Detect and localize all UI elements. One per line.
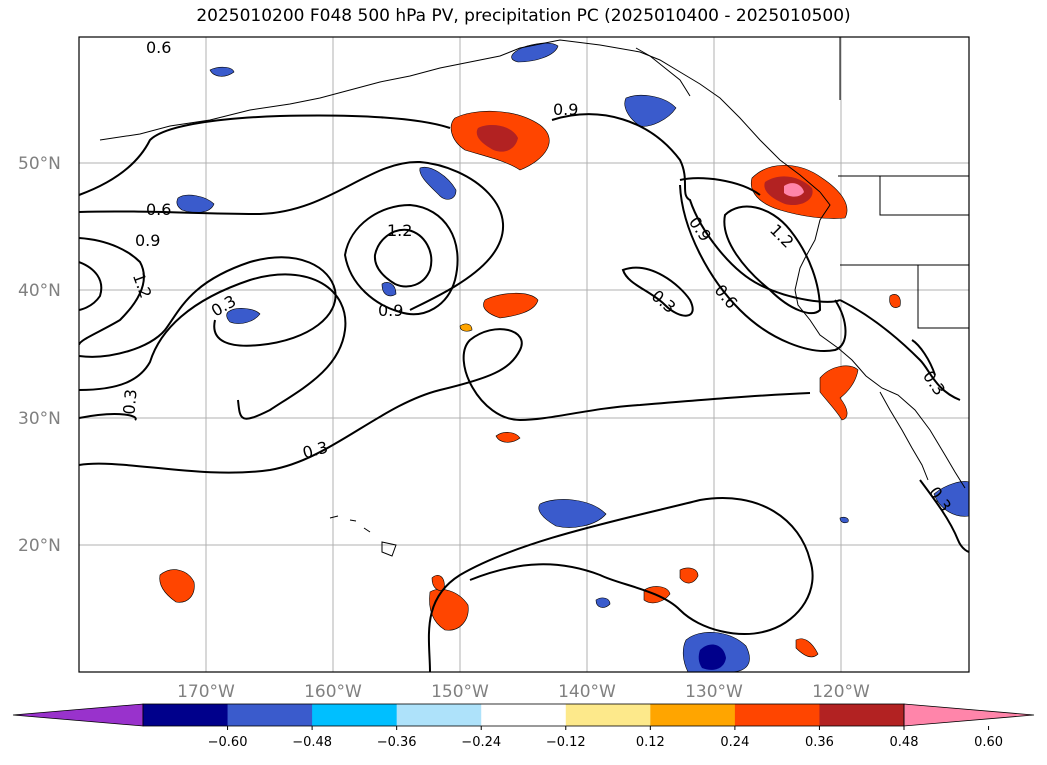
colorbar-tick-label: −0.24 (461, 735, 501, 750)
contour-label: 0.6 (146, 38, 171, 57)
lat-label: 40°N (18, 281, 61, 301)
longitude-labels: 170°W 160°W 150°W 140°W 130°W 120°W (177, 682, 870, 702)
colorbar-tick-label: −0.12 (546, 735, 586, 750)
us-states (839, 37, 969, 329)
pv-contour-0.9-central (343, 203, 459, 316)
lat-label: 50°N (18, 154, 61, 174)
colorbar-extend-high (903, 703, 1035, 727)
pv-contour-0.6-east (679, 177, 847, 352)
precip-field (159, 42, 969, 672)
contour-label: 0.3 (119, 388, 140, 415)
pv-contour-0.9-east (551, 113, 841, 303)
colorbar-tick-label: 0.24 (720, 735, 749, 750)
contour-label: 1.2 (387, 221, 412, 240)
colorbar-tick-label: −0.60 (208, 735, 248, 750)
precip-negative-subtropic (538, 499, 607, 528)
colorbar-bin (481, 704, 567, 726)
pv-contour-1.2-east (723, 205, 822, 315)
pv-contour-0.6-mid (79, 160, 505, 311)
lon-label: 150°W (431, 682, 489, 702)
precip-negative-south-2-core (698, 644, 726, 670)
precip-positive-south-1 (159, 569, 195, 603)
baja-coast (879, 391, 929, 481)
colorbar-tick-label: 0.48 (890, 735, 919, 750)
bc-coast (794, 191, 966, 489)
alaska-coast (99, 39, 821, 193)
precip-negative-mexico (933, 481, 969, 517)
precip-negative-small (839, 516, 849, 524)
map-title: 2025010200 F048 500 hPa PV, precipitatio… (196, 6, 851, 26)
colorbar-outline (142, 703, 905, 727)
lon-label: 170°W (177, 682, 235, 702)
colorbar-tick-label: −0.48 (292, 735, 332, 750)
contour-label: 0.9 (378, 301, 403, 320)
colorbar-bin (734, 704, 820, 726)
pv-contour-0.3-south (79, 328, 811, 474)
precip-positive-central-3 (495, 432, 521, 443)
lon-label: 120°W (812, 682, 870, 702)
contour-label: 0.6 (146, 200, 171, 219)
colorbar-bin (396, 704, 482, 726)
precip-positive-south-6 (795, 638, 819, 658)
colorbar-bin (565, 704, 651, 726)
precip-positive-west-coast (889, 294, 901, 308)
lon-label: 140°W (558, 682, 616, 702)
pv-contour-0.3-far-south (919, 479, 969, 553)
colorbar-tick-label: −0.36 (377, 735, 417, 750)
gulf-islands (635, 47, 691, 97)
pv-contour-0.6-north (79, 114, 451, 196)
contour-label: 0.9 (135, 231, 160, 250)
pv-contours (79, 113, 969, 672)
colorbar-bin (143, 704, 229, 726)
lon-label: 130°W (685, 682, 743, 702)
latitude-labels: 50°N 40°N 30°N 20°N (18, 154, 61, 556)
colorbar-tick-label: 0.12 (636, 735, 665, 750)
colorbar-bin (312, 704, 398, 726)
pv-contour-0.3-west (79, 256, 337, 358)
colorbar-extend-low (12, 703, 144, 727)
map-frame (78, 36, 970, 673)
precip-negative-central-2 (381, 282, 397, 297)
contour-label: 0.9 (553, 100, 578, 119)
pv-contour-1.2-west (79, 261, 103, 311)
precip-positive-central-1 (483, 292, 539, 319)
lon-label: 160°W (304, 682, 362, 702)
colorbar-bin (227, 704, 313, 726)
colorbar-tick-label: 0.60 (974, 735, 1003, 750)
precip-negative-north-3 (624, 95, 677, 127)
pv-contour-0.3-south-east (427, 497, 814, 672)
hawaii-islands (329, 515, 397, 557)
precip-negative-central-1 (419, 166, 457, 200)
colorbar-tick-label: 0.36 (805, 735, 834, 750)
pv-contour-0.3-far-east (839, 299, 961, 401)
pv-contour-1.2-central (373, 228, 433, 288)
precip-positive-baja-1 (819, 365, 859, 421)
pv-contour-0.3-east-small (621, 266, 694, 317)
precip-negative-north-2 (209, 66, 235, 77)
precip-positive-pacnw-peak (784, 183, 804, 197)
precip-negative-south-1 (595, 597, 611, 608)
colorbar-bin (819, 704, 905, 726)
colorbar-bin (650, 704, 736, 726)
coastlines (99, 37, 969, 557)
precip-positive-south-5 (679, 567, 699, 584)
precip-positive-central-2 (459, 323, 473, 332)
pv-contour-0.9-outer (79, 237, 145, 346)
lat-label: 30°N (18, 409, 61, 429)
precip-negative-west-2 (226, 308, 261, 324)
precip-positive-gulf-alaska-core (476, 125, 518, 152)
colorbar-ticks: −0.60 −0.48 −0.36 −0.24 −0.12 0.12 0.24 0.36 0.4… (208, 726, 1003, 750)
lat-label: 20°N (18, 536, 61, 556)
colorbar (12, 703, 1035, 727)
pv-contour-0.3-central (79, 273, 347, 420)
